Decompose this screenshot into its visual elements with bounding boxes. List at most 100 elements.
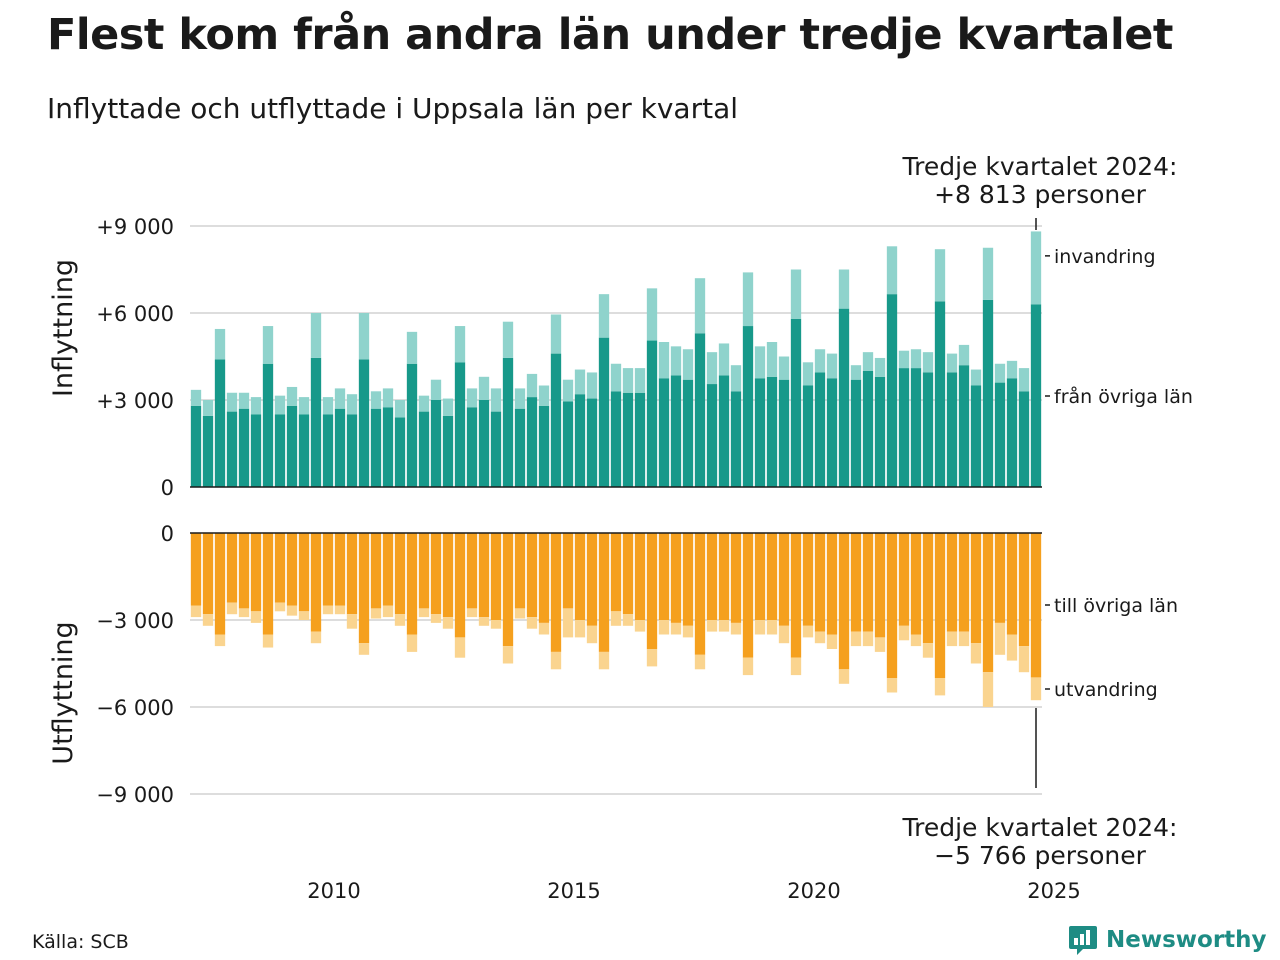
bar-out-domestic: [466, 533, 478, 609]
bar-in-immigration: [646, 288, 658, 341]
y-tick-label: 0: [161, 476, 174, 500]
bar-out-emigration: [850, 631, 862, 647]
bar-out-domestic: [742, 533, 754, 658]
bar-in-immigration: [418, 395, 430, 412]
bar-in-domestic: [1018, 391, 1030, 487]
bar-out-emigration: [742, 657, 754, 676]
bar-in-immigration: [454, 326, 466, 363]
x-tick-label: 2015: [547, 879, 600, 900]
series-label: invandring: [1054, 246, 1156, 268]
bar-in-domestic: [226, 411, 238, 487]
bar-out-domestic: [610, 533, 622, 612]
bar-in-immigration: [214, 328, 226, 360]
bar-out-domestic: [238, 533, 250, 609]
bar-out-domestic: [454, 533, 466, 638]
x-tick-label: 2010: [307, 879, 360, 900]
bar-in-domestic: [994, 382, 1006, 487]
bar-in-domestic: [574, 394, 586, 487]
bar-out-emigration: [1006, 634, 1018, 661]
bar-out-emigration: [406, 634, 418, 652]
bar-in-domestic: [742, 326, 754, 487]
bar-in-immigration: [886, 246, 898, 295]
bar-in-domestic: [370, 408, 382, 487]
bar-in-immigration: [730, 365, 742, 392]
bar-out-emigration: [574, 620, 586, 638]
annotation-top: Tredje kvartalet 2024:: [902, 152, 1178, 181]
bar-out-emigration: [322, 605, 334, 615]
bar-in-immigration: [922, 352, 934, 373]
bar-in-domestic: [898, 368, 910, 487]
bar-in-immigration: [274, 395, 286, 415]
series-label: till övriga län: [1054, 595, 1178, 617]
bar-out-domestic: [862, 533, 874, 632]
annotation-bottom: Tredje kvartalet 2024:: [902, 813, 1178, 842]
bar-out-emigration: [310, 631, 322, 644]
bar-in-domestic: [1006, 378, 1018, 487]
bar-in-immigration: [298, 397, 310, 415]
bar-in-immigration: [190, 389, 202, 406]
bar-out-domestic: [898, 533, 910, 626]
bar-out-emigration: [826, 634, 838, 649]
bar-out-domestic: [562, 533, 574, 609]
bar-in-domestic: [778, 379, 790, 487]
bar-in-domestic: [514, 408, 526, 487]
bar-in-domestic: [502, 357, 514, 487]
bar-out-emigration: [658, 620, 670, 635]
bar-in-immigration: [802, 362, 814, 386]
bar-in-domestic: [886, 294, 898, 487]
bar-in-domestic: [730, 391, 742, 487]
bar-in-immigration: [1006, 360, 1018, 379]
bar-out-domestic: [274, 533, 286, 603]
bar-out-domestic: [598, 533, 610, 652]
bar-out-emigration: [862, 631, 874, 647]
bar-in-immigration: [970, 369, 982, 386]
bar-in-immigration: [934, 249, 946, 302]
chart-subtitle: Inflyttade och utflyttade i Uppsala län …: [47, 92, 739, 125]
bar-in-immigration: [946, 353, 958, 373]
bar-in-domestic: [250, 414, 262, 487]
bar-in-immigration: [430, 379, 442, 400]
bar-out-emigration: [706, 620, 718, 632]
bar-out-emigration: [982, 672, 994, 707]
bar-out-domestic: [346, 533, 358, 615]
chart-title: Flest kom från andra län under tredje kv…: [47, 10, 1173, 60]
bar-in-immigration: [898, 350, 910, 369]
bar-in-domestic: [274, 414, 286, 487]
bar-in-domestic: [922, 372, 934, 487]
bar-in-immigration: [382, 388, 394, 408]
bar-in-immigration: [1030, 231, 1042, 305]
bar-out-emigration: [670, 622, 682, 635]
bar-in-domestic: [682, 379, 694, 487]
labels: 0 +3 000 +6 000 +9 000 0 −3 000 −6 000 −9 000 20…: [48, 152, 1193, 900]
y-tick-label: −9 000: [96, 783, 174, 807]
bar-out-emigration: [622, 614, 634, 626]
bar-out-domestic: [970, 533, 982, 644]
bar-in-domestic: [790, 318, 802, 487]
bar-out-domestic: [706, 533, 718, 620]
bar-in-domestic: [622, 392, 634, 487]
bar-out-domestic: [634, 533, 646, 620]
bar-out-emigration: [778, 625, 790, 644]
bar-in-domestic: [490, 411, 502, 487]
y-tick-label: −3 000: [96, 609, 174, 633]
bar-in-domestic: [982, 299, 994, 487]
bar-in-domestic: [754, 378, 766, 487]
bar-in-immigration: [754, 346, 766, 379]
bar-out-domestic: [226, 533, 238, 603]
bar-in-immigration: [538, 385, 550, 406]
x-tick-label: 2020: [787, 879, 840, 900]
bar-in-immigration: [874, 357, 886, 377]
bar-out-domestic: [670, 533, 682, 623]
bar-out-domestic: [1030, 533, 1042, 678]
bar-in-immigration: [466, 388, 478, 408]
bar-in-domestic: [850, 379, 862, 487]
bar-in-domestic: [874, 376, 886, 487]
bar-in-immigration: [346, 394, 358, 415]
series-label: från övriga län: [1054, 385, 1193, 408]
bar-out-domestic: [1018, 533, 1030, 647]
y-tick-label: +9 000: [96, 215, 174, 239]
bar-in-immigration: [202, 400, 214, 416]
bar-out-domestic: [298, 533, 310, 612]
bar-out-emigration: [610, 611, 622, 626]
bar-in-immigration: [622, 368, 634, 393]
